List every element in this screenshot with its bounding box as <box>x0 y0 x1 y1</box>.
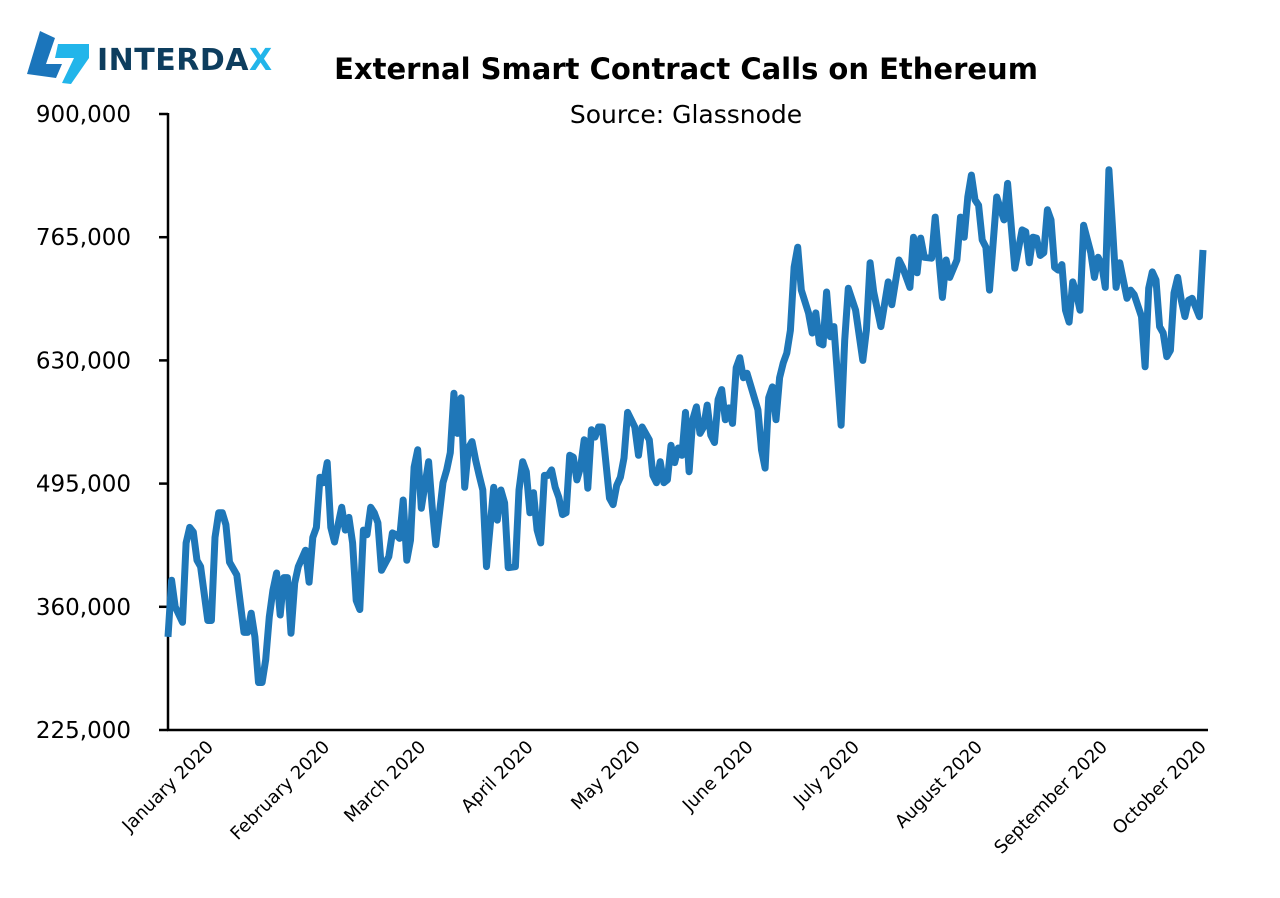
y-ticks: 225,000 360,000 495,000 630,000 765,000 900,0… <box>36 102 168 744</box>
x-tick-label: August 2020 <box>891 737 987 833</box>
x-tick-label: April 2020 <box>457 737 537 817</box>
y-tick-label: 225,000 <box>36 718 131 744</box>
chart-subtitle: Source: Glassnode <box>570 100 802 129</box>
x-tick-label: January 2020 <box>118 737 218 837</box>
y-tick-label: 630,000 <box>36 348 131 374</box>
x-tick-label: July 2020 <box>789 737 864 812</box>
x-tick-label: October 2020 <box>1109 737 1211 839</box>
x-tick-label: May 2020 <box>567 737 645 815</box>
logo-mark-left <box>27 31 62 78</box>
chart-title: External Smart Contract Calls on Ethereu… <box>334 52 1038 86</box>
x-tick-label: February 2020 <box>226 737 334 845</box>
y-tick-label: 495,000 <box>36 472 131 498</box>
y-tick-label: 765,000 <box>36 225 131 251</box>
x-tick-label: March 2020 <box>340 737 430 827</box>
x-tick-label: June 2020 <box>678 737 758 817</box>
data-points <box>167 169 1204 683</box>
series-line <box>164 166 1207 686</box>
y-tick-label: 900,000 <box>36 102 131 128</box>
x-ticks: January 2020 February 2020 March 2020 April… <box>118 737 1211 859</box>
interdax-logo: INTERDAX <box>27 31 273 84</box>
x-tick-label: September 2020 <box>990 737 1112 859</box>
logo-mark-right <box>55 44 89 84</box>
y-tick-label: 360,000 <box>36 595 131 621</box>
logo-text: INTERDAX <box>97 43 273 78</box>
